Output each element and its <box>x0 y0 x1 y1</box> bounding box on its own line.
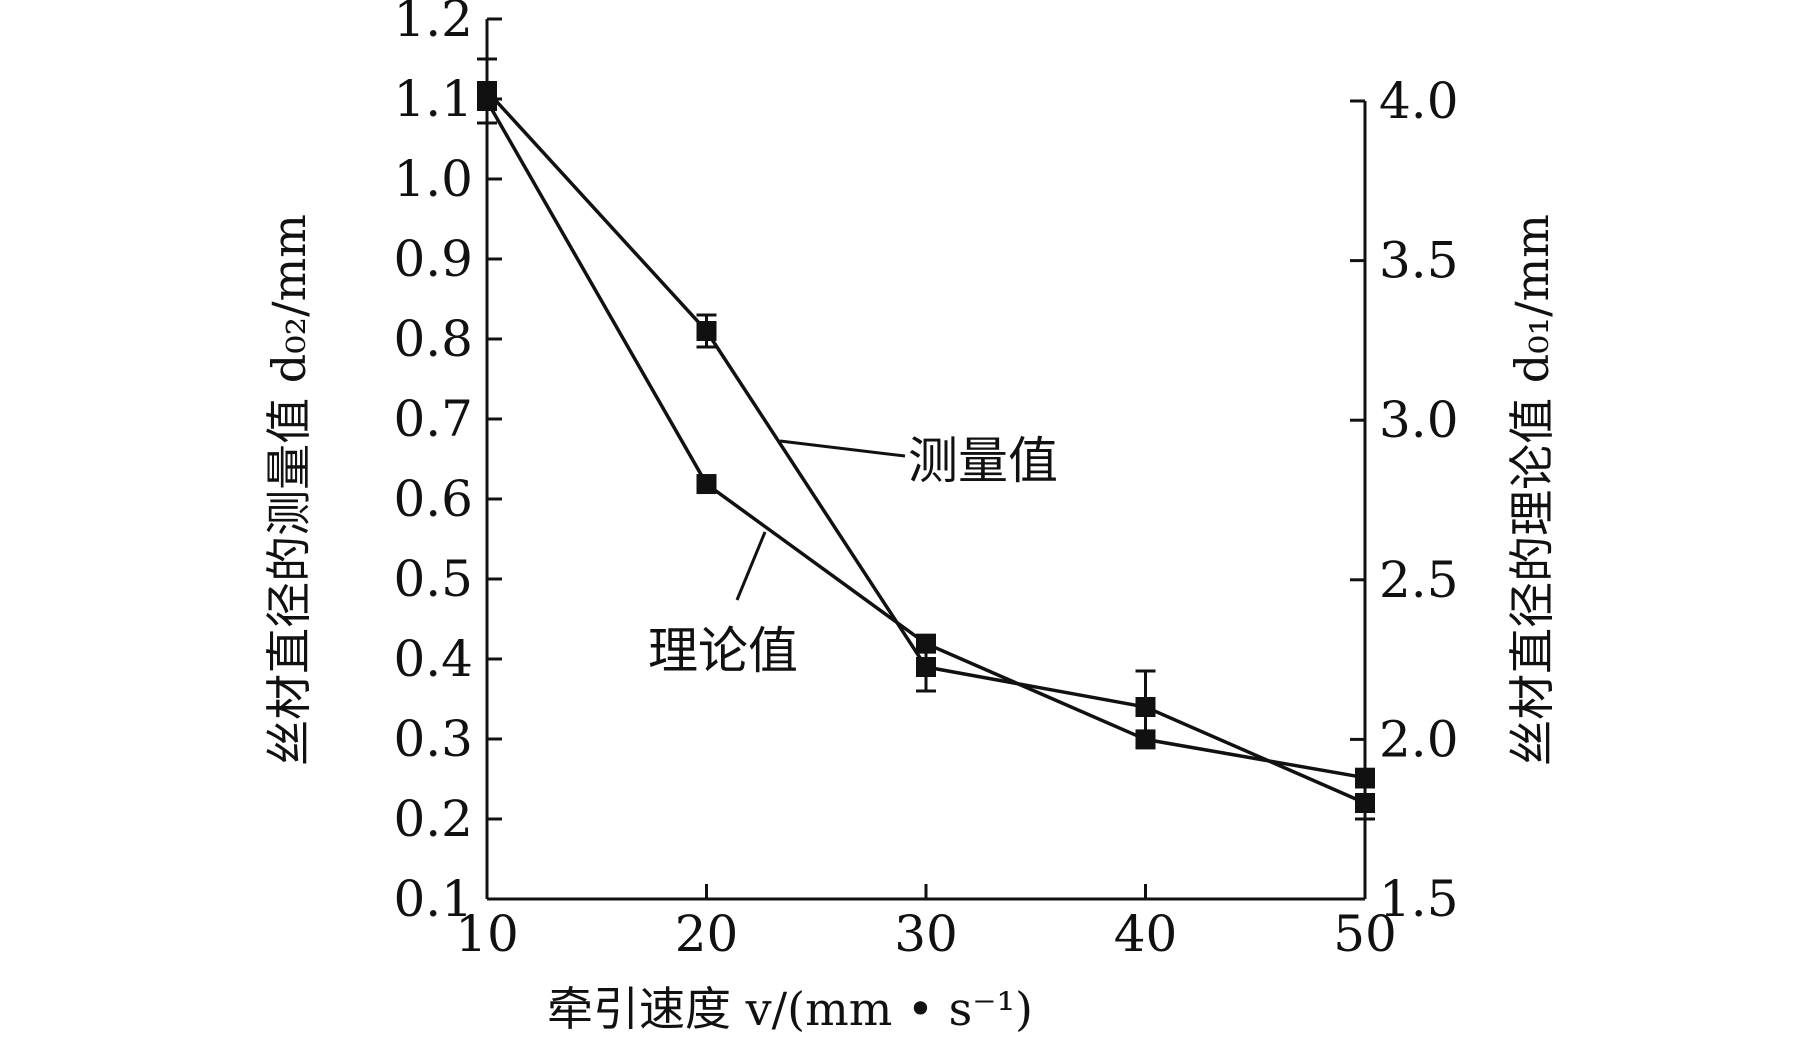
measured-point <box>696 321 717 341</box>
right-tick-label: 3.5 <box>1379 232 1459 290</box>
left-tick-label: 1.0 <box>393 150 473 208</box>
theory-point <box>1135 729 1156 750</box>
x-tick-label: 10 <box>455 905 519 963</box>
theory-point <box>477 91 497 111</box>
left-axis-title: 丝材直径的测量值 d₀₂/mm <box>262 214 316 766</box>
theory-annotation: 理论值 <box>648 622 798 680</box>
right-tick-label: 2.5 <box>1379 551 1459 609</box>
left-tick-label: 1.2 <box>393 0 473 48</box>
x-tick-label: 30 <box>894 905 958 963</box>
x-tick-label: 40 <box>1114 905 1178 963</box>
x-axis-title: 牵引速度 v/(mm • s⁻¹) <box>547 982 1033 1036</box>
left-tick-label: 0.7 <box>393 390 473 448</box>
theory-point <box>1355 767 1375 788</box>
left-tick-label: 0.6 <box>393 470 473 528</box>
right-tick-label: 3.0 <box>1379 391 1459 449</box>
measured-point <box>1355 793 1375 813</box>
right-tick-label: 2.0 <box>1379 710 1459 768</box>
left-tick-label: 0.9 <box>393 230 473 288</box>
theory-point <box>696 474 717 495</box>
right-tick-label: 4.0 <box>1379 72 1459 130</box>
theory-point <box>916 633 936 654</box>
left-tick-label: 0.2 <box>393 790 473 848</box>
measured-point <box>916 657 936 677</box>
right-axis-title: 丝材直径的理论值 d₀₁/mm <box>1505 214 1559 766</box>
left-tick-label: 0.8 <box>393 310 473 368</box>
theory-annotation-leader <box>735 531 767 601</box>
right-axis-ticks: 1.5 2.0 2.5 3.0 3.5 4.0 <box>1350 72 1459 928</box>
series-layer <box>477 57 1375 821</box>
x-tick-label: 50 <box>1333 905 1397 963</box>
x-tick-label: 20 <box>675 905 739 963</box>
left-tick-label: 1.1 <box>393 70 473 128</box>
left-tick-label: 0.1 <box>393 870 473 928</box>
x-axis-ticks: 10 20 30 40 50 <box>455 884 1397 963</box>
right-tick-label: 1.5 <box>1379 870 1459 928</box>
left-tick-label: 0.3 <box>393 710 473 768</box>
left-axis-ticks: 0.1 0.2 0.3 0.4 0.5 0.6 0.7 0.8 0.9 1.0 1.1 1.2 <box>393 0 502 928</box>
measured-point <box>1135 697 1156 717</box>
measured-annotation-leader <box>779 439 906 458</box>
left-tick-label: 0.4 <box>393 630 473 688</box>
left-tick-label: 0.5 <box>393 550 473 608</box>
measured-annotation: 测量值 <box>908 432 1058 490</box>
